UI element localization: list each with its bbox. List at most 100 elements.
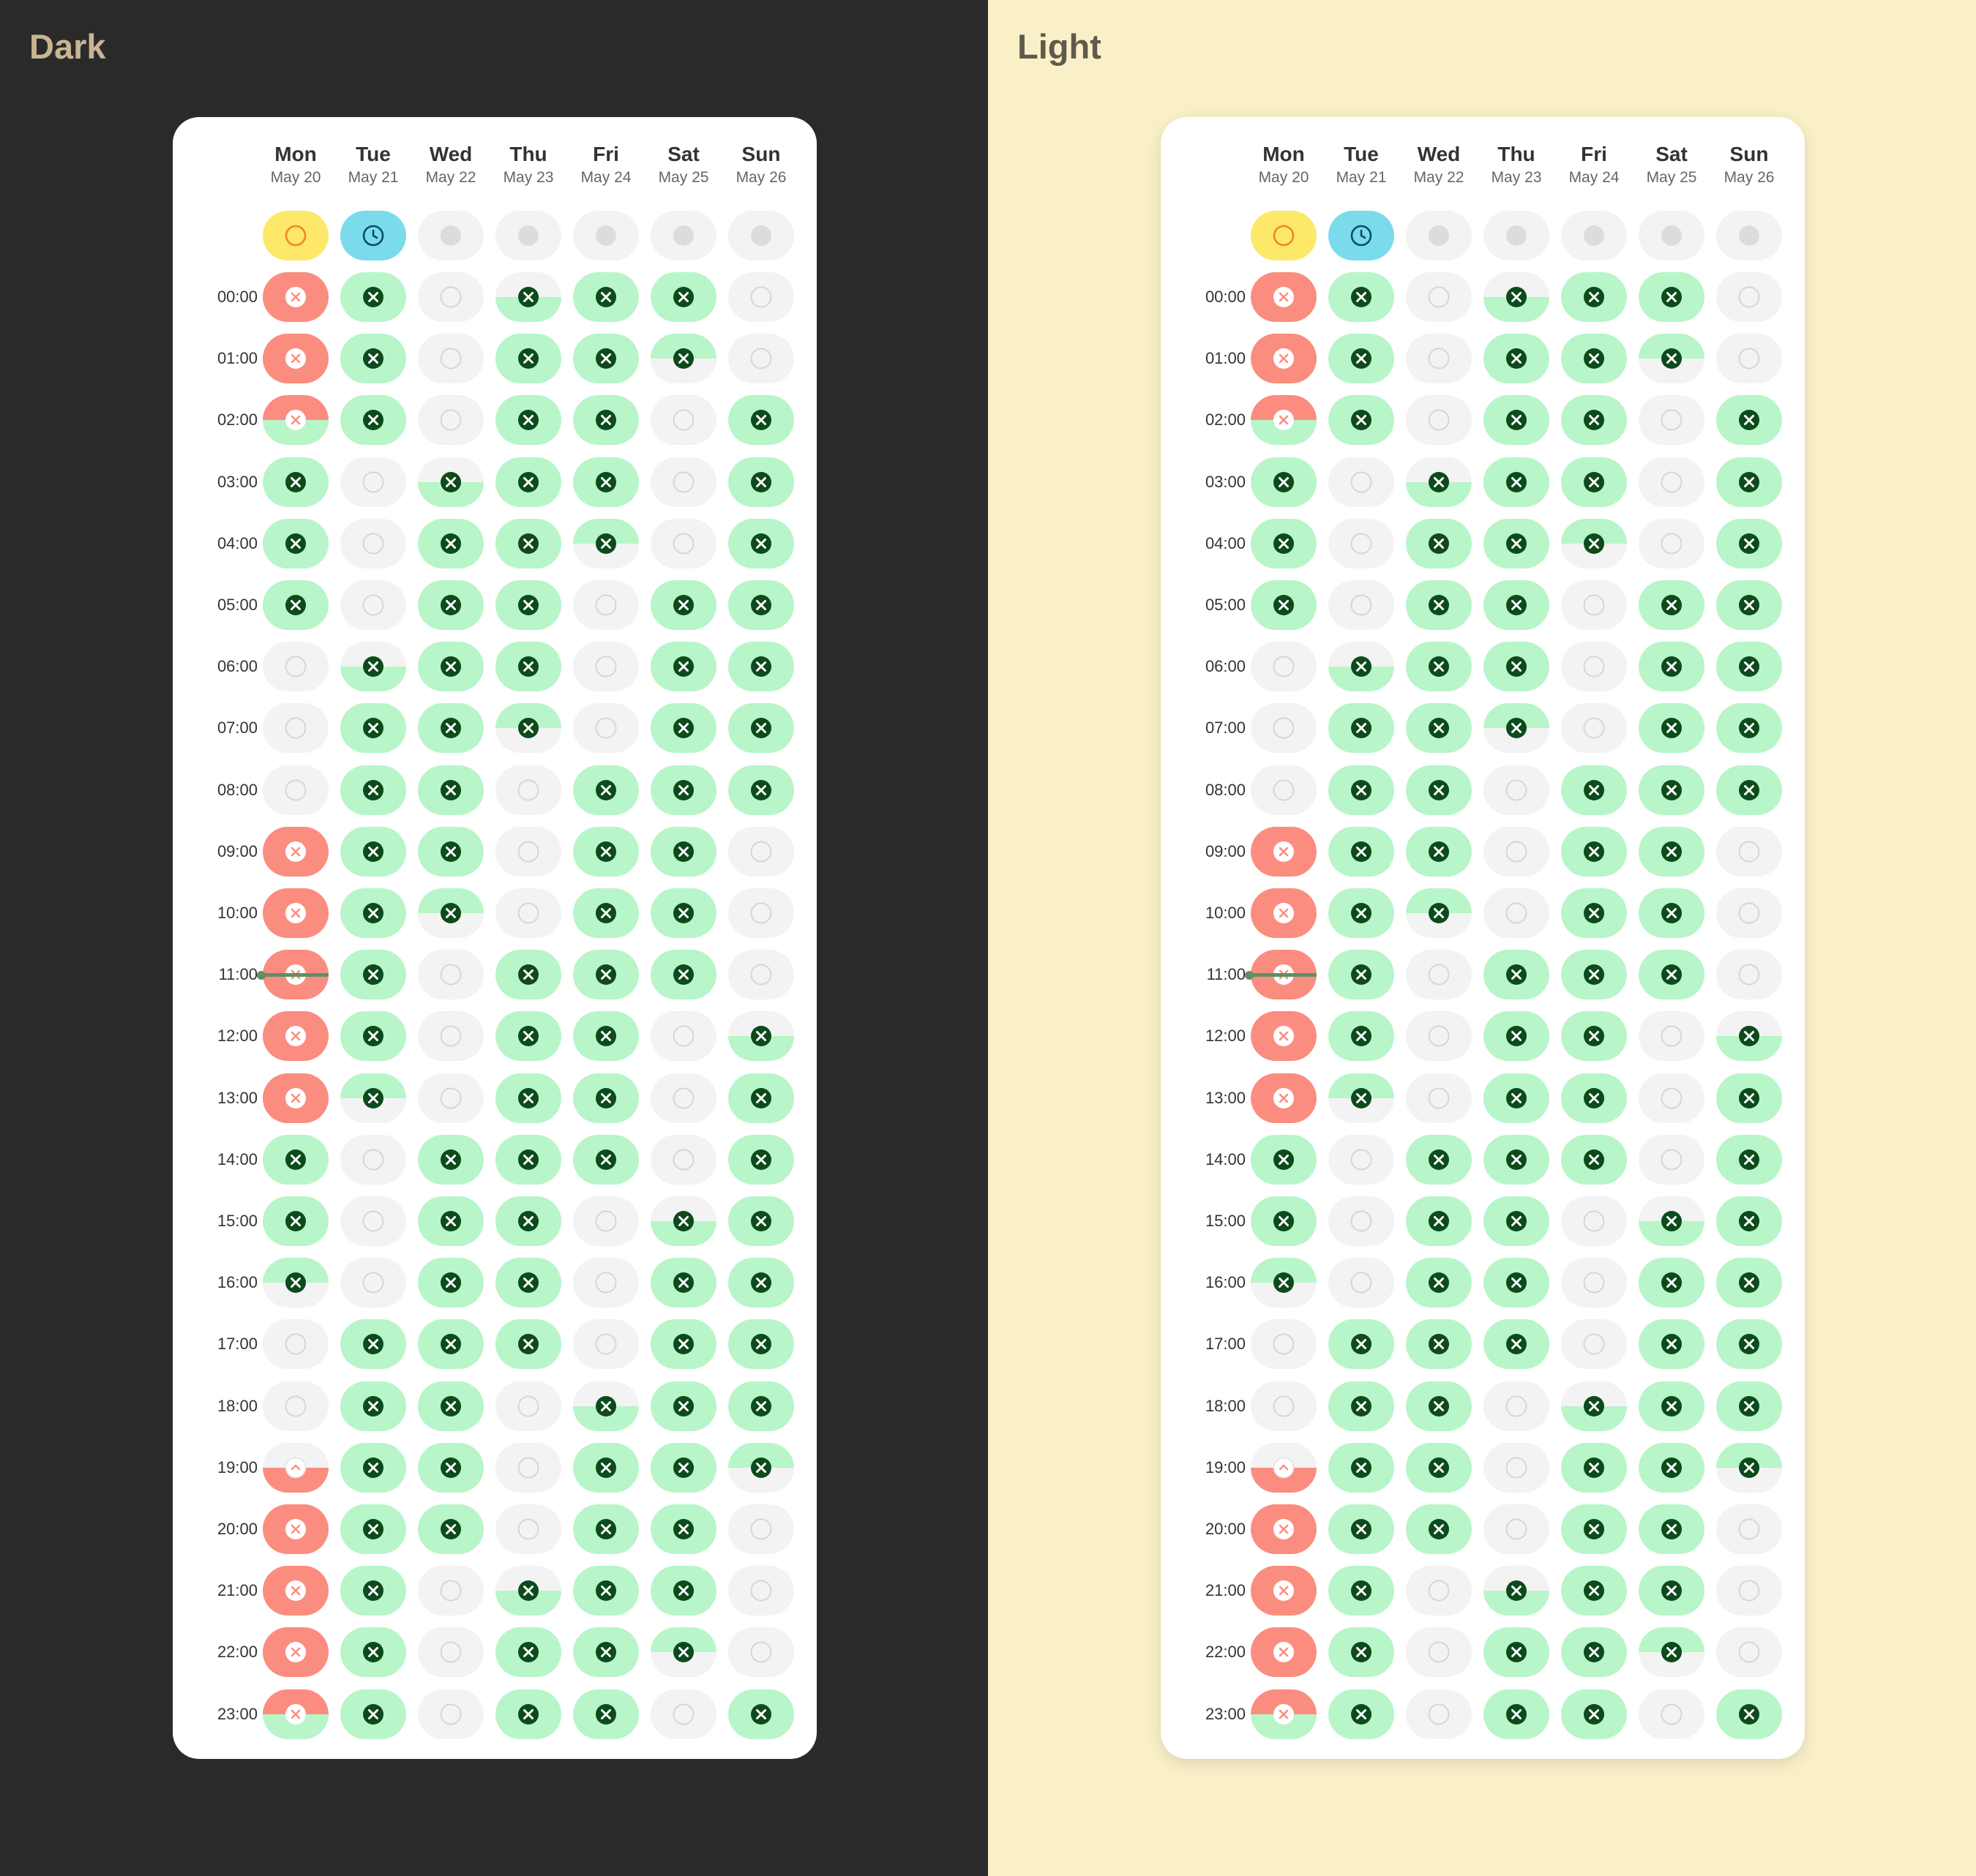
slot-available[interactable] xyxy=(1561,765,1627,815)
today-toggle[interactable] xyxy=(1251,211,1317,260)
slot-available[interactable] xyxy=(1406,519,1472,569)
slot-available[interactable] xyxy=(651,580,716,630)
slot-busy[interactable] xyxy=(1251,1627,1317,1677)
slot-empty[interactable] xyxy=(1639,1011,1704,1061)
slot-partial-top[interactable] xyxy=(1716,1443,1782,1493)
slot-busy-partial[interactable] xyxy=(263,395,329,445)
slot-empty[interactable] xyxy=(1716,1627,1782,1677)
slot-available[interactable] xyxy=(418,827,484,877)
slot-available[interactable] xyxy=(418,642,484,691)
slot-empty[interactable] xyxy=(573,703,639,753)
slot-available[interactable] xyxy=(728,1073,794,1123)
slot-available[interactable] xyxy=(1251,580,1317,630)
slot-available[interactable] xyxy=(651,703,716,753)
slot-available[interactable] xyxy=(1406,1381,1472,1431)
slot-available[interactable] xyxy=(1328,1689,1394,1739)
slot-available[interactable] xyxy=(1561,1627,1627,1677)
slot-partial-top[interactable] xyxy=(340,1073,406,1123)
slot-empty[interactable] xyxy=(651,519,716,569)
slot-empty[interactable] xyxy=(1406,334,1472,383)
slot-available[interactable] xyxy=(1639,888,1704,938)
slot-empty[interactable] xyxy=(418,1627,484,1677)
slot-available[interactable] xyxy=(1328,1627,1394,1677)
slot-empty[interactable] xyxy=(263,703,329,753)
slot-available[interactable] xyxy=(263,1196,329,1246)
slot-available[interactable] xyxy=(263,580,329,630)
slot-available[interactable] xyxy=(651,642,716,691)
slot-available[interactable] xyxy=(573,1073,639,1123)
slot-available[interactable] xyxy=(1483,1258,1549,1307)
slot-partial-top[interactable] xyxy=(651,334,716,383)
slot-empty[interactable] xyxy=(1328,580,1394,630)
slot-available[interactable] xyxy=(1561,1011,1627,1061)
slot-empty[interactable] xyxy=(1328,1135,1394,1185)
slot-available[interactable] xyxy=(1483,1196,1549,1246)
slot-partial-bottom[interactable] xyxy=(651,1196,716,1246)
slot-empty[interactable] xyxy=(573,1258,639,1307)
slot-available[interactable] xyxy=(1406,580,1472,630)
slot-empty[interactable] xyxy=(418,272,484,322)
slot-available[interactable] xyxy=(1328,395,1394,445)
slot-empty[interactable] xyxy=(1639,1689,1704,1739)
slot-partial-top[interactable] xyxy=(1406,888,1472,938)
slot-available[interactable] xyxy=(1483,1689,1549,1739)
slot-partial-bottom[interactable] xyxy=(1406,457,1472,507)
slot-empty[interactable] xyxy=(1251,703,1317,753)
slot-empty[interactable] xyxy=(1328,519,1394,569)
slot-busy[interactable] xyxy=(263,272,329,322)
slot-empty[interactable] xyxy=(1483,1443,1549,1493)
slot-available[interactable] xyxy=(340,765,406,815)
day-summary-toggle[interactable] xyxy=(651,211,716,260)
slot-busy[interactable] xyxy=(263,1627,329,1677)
slot-available[interactable] xyxy=(1639,1443,1704,1493)
slot-available[interactable] xyxy=(263,519,329,569)
slot-empty[interactable] xyxy=(263,765,329,815)
slot-available[interactable] xyxy=(1639,1381,1704,1431)
slot-available[interactable] xyxy=(340,703,406,753)
slot-partial-top[interactable] xyxy=(418,888,484,938)
slot-available[interactable] xyxy=(495,1196,561,1246)
slot-partial-bottom[interactable] xyxy=(418,457,484,507)
slot-empty[interactable] xyxy=(651,1689,716,1739)
slot-busy[interactable] xyxy=(1251,1504,1317,1554)
slot-available[interactable] xyxy=(495,1627,561,1677)
slot-partial-top[interactable] xyxy=(651,1627,716,1677)
slot-empty[interactable] xyxy=(1561,580,1627,630)
slot-partial-top[interactable] xyxy=(728,1443,794,1493)
slot-empty[interactable] xyxy=(573,1319,639,1369)
slot-available[interactable] xyxy=(1561,1689,1627,1739)
slot-available[interactable] xyxy=(495,1011,561,1061)
slot-available[interactable] xyxy=(495,395,561,445)
slot-available[interactable] xyxy=(340,1566,406,1616)
slot-available[interactable] xyxy=(651,1566,716,1616)
slot-available[interactable] xyxy=(728,580,794,630)
slot-partial-bottom[interactable] xyxy=(1483,1566,1549,1616)
slot-available[interactable] xyxy=(418,1196,484,1246)
slot-available[interactable] xyxy=(1328,950,1394,999)
slot-busy-partial[interactable] xyxy=(263,1689,329,1739)
slot-available[interactable] xyxy=(728,1319,794,1369)
slot-available[interactable] xyxy=(1406,703,1472,753)
slot-available[interactable] xyxy=(1328,703,1394,753)
slot-empty[interactable] xyxy=(1716,334,1782,383)
slot-empty[interactable] xyxy=(1483,1381,1549,1431)
slot-empty[interactable] xyxy=(263,642,329,691)
slot-available[interactable] xyxy=(418,1504,484,1554)
slot-empty[interactable] xyxy=(1716,827,1782,877)
slot-available[interactable] xyxy=(1716,1381,1782,1431)
slot-empty[interactable] xyxy=(728,1566,794,1616)
slot-busy[interactable] xyxy=(263,1566,329,1616)
slot-partial-top[interactable] xyxy=(573,519,639,569)
slot-available[interactable] xyxy=(728,1135,794,1185)
slot-busy[interactable] xyxy=(263,334,329,383)
slot-empty[interactable] xyxy=(1406,1073,1472,1123)
slot-empty[interactable] xyxy=(1406,395,1472,445)
slot-available[interactable] xyxy=(263,457,329,507)
slot-available[interactable] xyxy=(1483,334,1549,383)
slot-available[interactable] xyxy=(728,642,794,691)
slot-busy[interactable] xyxy=(1251,334,1317,383)
slot-available[interactable] xyxy=(1561,888,1627,938)
slot-available[interactable] xyxy=(728,519,794,569)
slot-empty[interactable] xyxy=(1561,1258,1627,1307)
slot-busy[interactable] xyxy=(263,1073,329,1123)
